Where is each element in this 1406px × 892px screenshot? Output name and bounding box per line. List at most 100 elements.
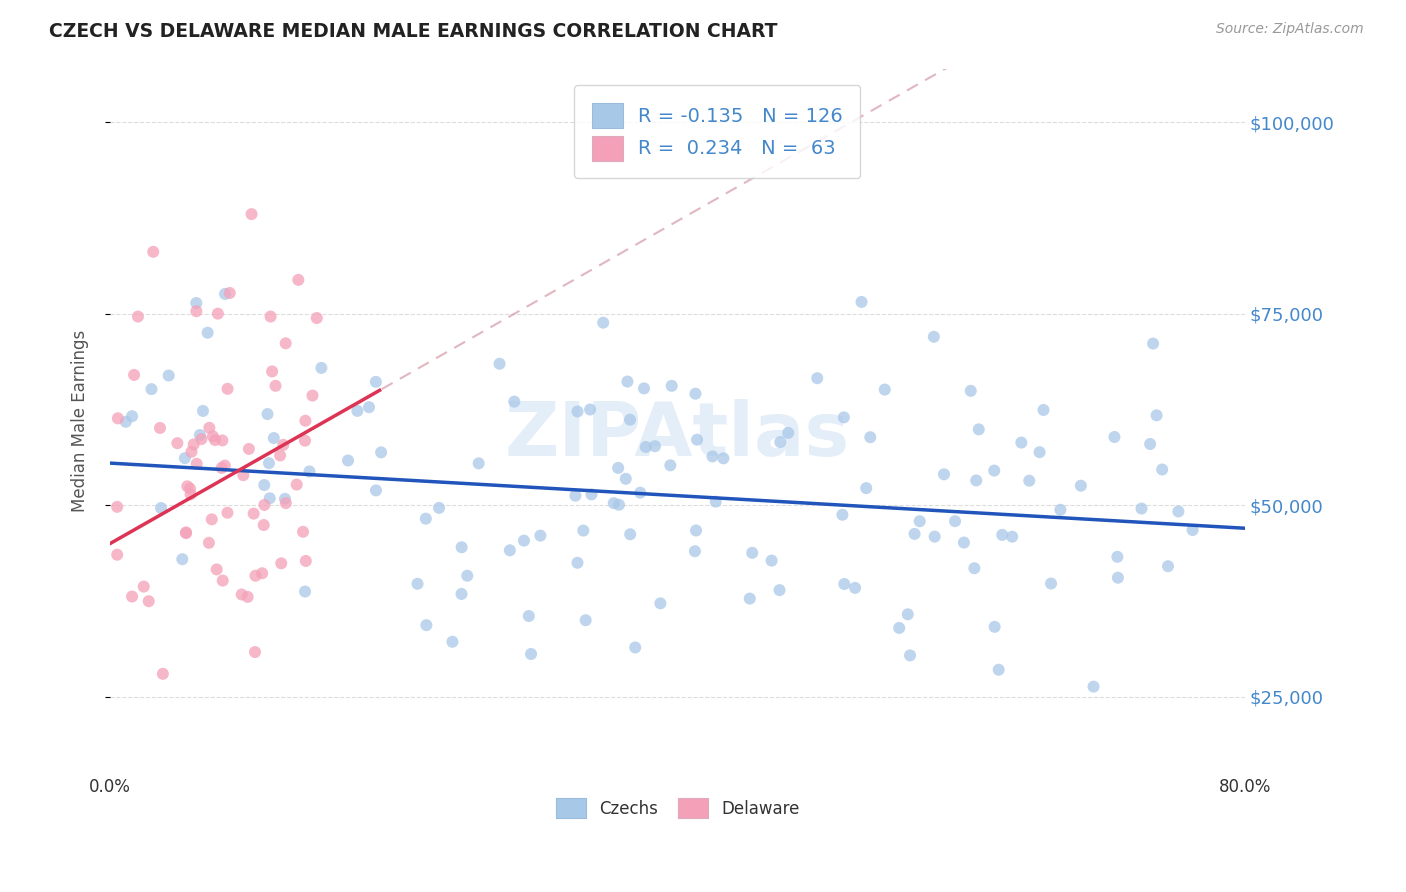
Point <box>232 468 254 483</box>
Point <box>967 422 990 436</box>
Point <box>873 383 896 397</box>
Point <box>903 527 925 541</box>
Point <box>567 556 589 570</box>
Point <box>761 554 783 568</box>
Point <box>616 375 638 389</box>
Point <box>1040 576 1063 591</box>
Point <box>897 607 920 622</box>
Point <box>1032 403 1054 417</box>
Point <box>855 481 877 495</box>
Point <box>204 433 226 447</box>
Point <box>150 501 173 516</box>
Point <box>105 548 128 562</box>
Point <box>834 577 856 591</box>
Point <box>1018 474 1040 488</box>
Point <box>685 386 707 401</box>
Point <box>269 449 291 463</box>
Point <box>572 524 595 538</box>
Point <box>1146 409 1168 423</box>
Text: Source: ZipAtlas.com: Source: ZipAtlas.com <box>1216 22 1364 37</box>
Point <box>1028 445 1050 459</box>
Point <box>295 554 318 568</box>
Point <box>166 436 188 450</box>
Point <box>201 429 224 443</box>
Point <box>567 404 589 418</box>
Point <box>294 414 316 428</box>
Point <box>107 411 129 425</box>
Point <box>488 357 510 371</box>
Point <box>122 368 145 382</box>
Point <box>176 479 198 493</box>
Point <box>983 464 1005 478</box>
Point <box>245 568 267 582</box>
Point <box>274 336 297 351</box>
Point <box>806 371 828 385</box>
Point <box>768 583 790 598</box>
Point <box>741 546 763 560</box>
Point <box>704 494 727 508</box>
Point <box>197 326 219 340</box>
Point <box>607 461 630 475</box>
Point <box>114 415 136 429</box>
Point <box>294 584 316 599</box>
Point <box>832 410 855 425</box>
Point <box>1010 435 1032 450</box>
Point <box>702 450 724 464</box>
Point <box>149 421 172 435</box>
Point <box>274 496 297 510</box>
Point <box>499 543 522 558</box>
Point <box>769 435 792 450</box>
Point <box>650 596 672 610</box>
Point <box>180 487 202 501</box>
Point <box>619 413 641 427</box>
Point <box>738 591 761 606</box>
Point <box>1130 501 1153 516</box>
Point <box>456 568 478 582</box>
Point <box>214 287 236 301</box>
Point <box>1083 680 1105 694</box>
Point <box>270 557 292 571</box>
Point <box>236 590 259 604</box>
Point <box>264 379 287 393</box>
Point <box>575 613 598 627</box>
Point <box>1167 504 1189 518</box>
Point <box>924 530 946 544</box>
Point <box>963 561 986 575</box>
Point <box>1049 503 1071 517</box>
Point <box>467 456 489 470</box>
Point <box>592 316 614 330</box>
Point <box>908 514 931 528</box>
Point <box>242 507 264 521</box>
Point <box>179 482 201 496</box>
Point <box>441 634 464 648</box>
Point <box>132 580 155 594</box>
Point <box>683 544 706 558</box>
Point <box>659 458 682 473</box>
Point <box>415 511 437 525</box>
Point <box>831 508 853 522</box>
Point <box>415 618 437 632</box>
Point <box>406 576 429 591</box>
Point <box>142 244 165 259</box>
Point <box>1107 549 1129 564</box>
Point <box>1142 336 1164 351</box>
Point <box>218 285 240 300</box>
Point <box>346 404 368 418</box>
Point <box>152 666 174 681</box>
Point <box>186 457 208 471</box>
Point <box>364 375 387 389</box>
Point <box>190 432 212 446</box>
Point <box>180 445 202 459</box>
Point <box>685 524 707 538</box>
Point <box>581 487 603 501</box>
Point <box>520 647 543 661</box>
Point <box>1107 571 1129 585</box>
Point <box>256 407 278 421</box>
Point <box>201 512 224 526</box>
Point <box>186 296 208 310</box>
Point <box>238 442 260 456</box>
Point <box>273 438 295 452</box>
Point <box>619 527 641 541</box>
Point <box>311 360 333 375</box>
Point <box>157 368 180 383</box>
